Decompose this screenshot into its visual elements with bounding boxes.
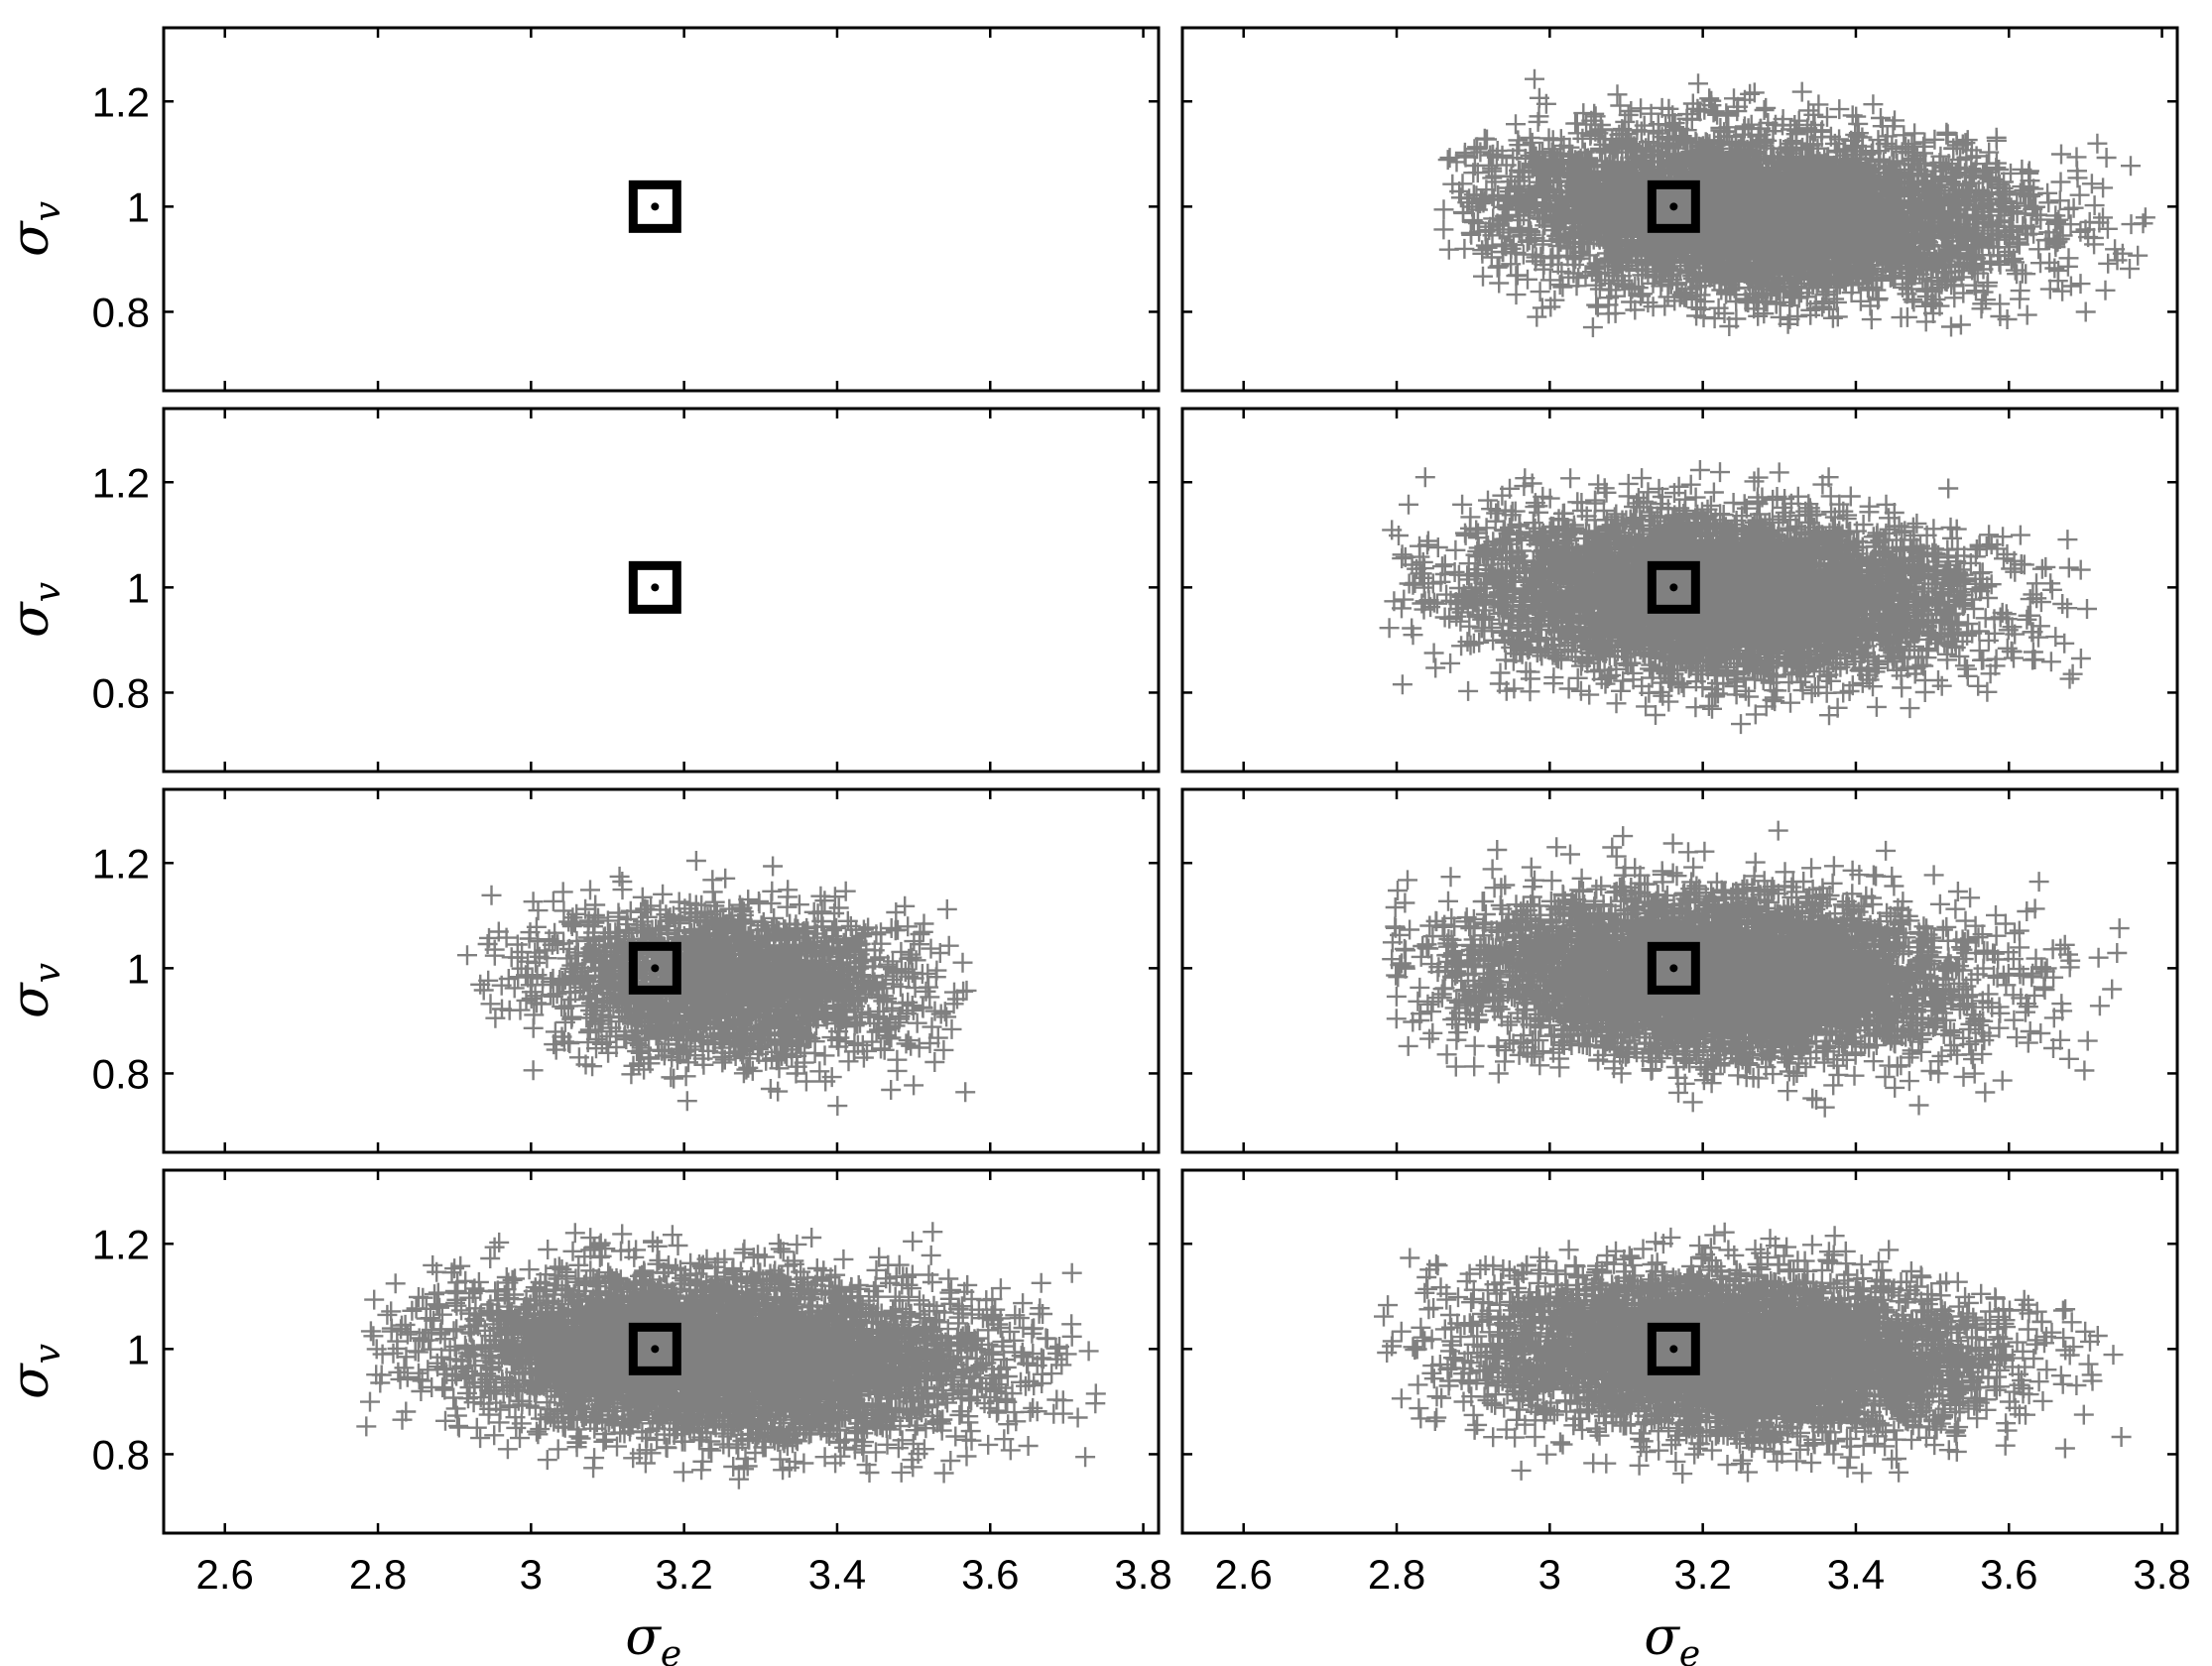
x-tick-label: 3.8 xyxy=(2133,1551,2190,1598)
scatter-points-r4c1 xyxy=(356,1222,1106,1489)
y-tick-label: 1 xyxy=(127,1326,150,1372)
panel-r3c1: 0.8 1 1.2 σv xyxy=(1,787,1161,1154)
true-value-marker-r2c1 xyxy=(628,560,681,614)
x-tick-label: 3.4 xyxy=(1827,1551,1885,1598)
x-tick-label: 3.2 xyxy=(655,1551,712,1598)
x-tick-label: 3 xyxy=(1538,1551,1561,1598)
panel-r4c1: 2.6 2.8 3 3.2 3.4 3.6 3.8 0.8 1 1.2 σv σe xyxy=(1,1168,1172,1666)
y-tick-label: 0.8 xyxy=(92,1050,150,1097)
true-value-dot-r2c1 xyxy=(651,583,660,592)
panel-r1c1: 0.8 1 1.2 σv xyxy=(1,26,1161,393)
y-tick-label: 1.2 xyxy=(92,459,150,506)
x-tick-label: 3.2 xyxy=(1673,1551,1731,1598)
true-value-marker-r1c1 xyxy=(628,179,681,233)
x-tick-label: 3.8 xyxy=(1114,1551,1171,1598)
x-axis-label: σe xyxy=(625,1607,681,1666)
true-value-dot-r4c1 xyxy=(651,1345,660,1354)
y-tick-label: 1.2 xyxy=(92,78,150,125)
panel-r1c2 xyxy=(1180,26,2179,393)
x-tick-label: 2.6 xyxy=(196,1551,254,1598)
axes-frame-r2c2 xyxy=(1180,407,2179,774)
true-value-dot-r1c1 xyxy=(651,202,660,211)
y-tick-label: 1 xyxy=(127,183,150,230)
scatter-points-r3c2 xyxy=(1382,820,2130,1118)
scatter-points-r4c2 xyxy=(1374,1222,2132,1485)
y-tick-label: 1 xyxy=(127,564,150,611)
y-tick-label: 1 xyxy=(127,945,150,992)
true-value-marker-r2c2 xyxy=(1647,560,1700,614)
true-value-marker-r4c1 xyxy=(628,1322,681,1375)
axes-frame-r4c2 xyxy=(1180,1168,2179,1535)
x-tick-label: 2.8 xyxy=(1368,1551,1425,1598)
scatter-points-r3c1 xyxy=(457,851,977,1117)
x-axis-label: σe xyxy=(1644,1607,1700,1666)
true-value-dot-r4c2 xyxy=(1669,1345,1678,1354)
y-tick-label: 1.2 xyxy=(92,840,150,887)
x-tick-label: 3.4 xyxy=(808,1551,866,1598)
y-axis-label: σv xyxy=(1,1344,68,1399)
true-value-marker-r1c2 xyxy=(1647,179,1700,233)
axes-frame-r2c1 xyxy=(162,407,1161,774)
scatter-points-r1c2 xyxy=(1433,68,2155,338)
axes-frame-r1c1 xyxy=(162,26,1161,393)
x-tick-label: 3.6 xyxy=(961,1551,1019,1598)
axes-frame-r3c2 xyxy=(1180,787,2179,1154)
true-value-dot-r2c2 xyxy=(1669,583,1678,592)
true-value-marker-r4c2 xyxy=(1647,1322,1700,1375)
axes-frame-r4c1 xyxy=(162,1168,1161,1535)
x-tick-label: 3.6 xyxy=(1980,1551,2037,1598)
y-tick-label: 0.8 xyxy=(92,1431,150,1478)
y-axis-label: σv xyxy=(1,582,68,638)
true-value-dot-r1c2 xyxy=(1669,202,1678,211)
panel-r4c2: 2.6 2.8 3 3.2 3.4 3.6 3.8 σe xyxy=(1180,1168,2191,1666)
axes-frame-r1c2 xyxy=(1180,26,2179,393)
x-tick-label: 2.8 xyxy=(349,1551,407,1598)
true-value-dot-r3c2 xyxy=(1669,964,1678,973)
y-tick-label: 0.8 xyxy=(92,669,150,716)
true-value-marker-r3c2 xyxy=(1647,941,1700,995)
axes-frame-r3c1 xyxy=(162,787,1161,1154)
y-axis-label: σv xyxy=(1,201,68,257)
y-tick-label: 1.2 xyxy=(92,1221,150,1267)
scatter-points-r2c2 xyxy=(1379,460,2097,735)
true-value-marker-r3c1 xyxy=(628,941,681,995)
panel-r2c2 xyxy=(1180,407,2179,774)
panel-r2c1: 0.8 1 1.2 σv xyxy=(1,407,1161,774)
x-tick-label: 3 xyxy=(520,1551,543,1598)
x-tick-label: 2.6 xyxy=(1215,1551,1273,1598)
y-tick-label: 0.8 xyxy=(92,289,150,335)
panel-r3c2 xyxy=(1180,787,2179,1154)
y-axis-label: σv xyxy=(1,963,68,1018)
true-value-dot-r3c1 xyxy=(651,964,660,973)
